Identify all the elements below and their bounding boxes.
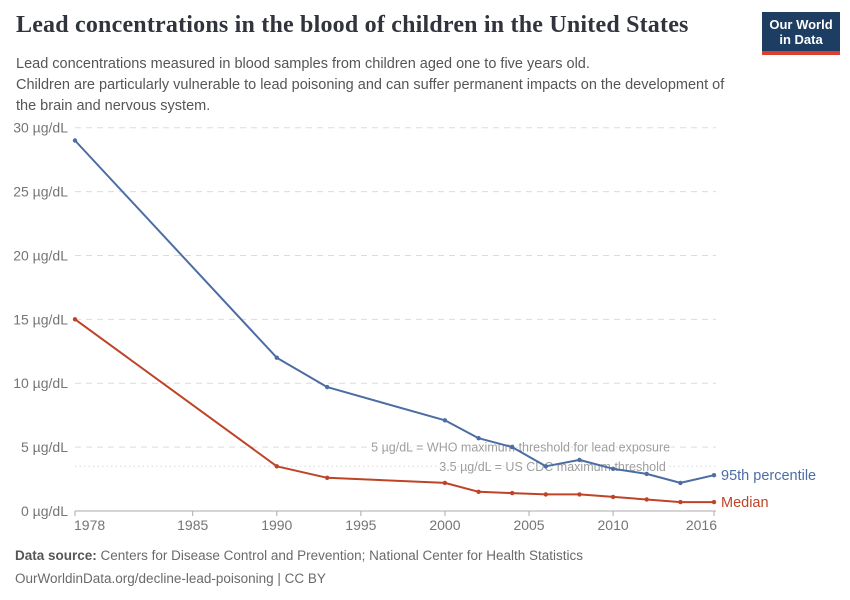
series-line-median [74, 318, 714, 504]
data-point-median [678, 499, 683, 505]
x-axis-tick-label: 2000 [429, 517, 460, 533]
x-axis-tick-label: 2010 [598, 517, 629, 533]
y-axis-tick-label: 25 µg/dL [13, 184, 68, 200]
data-point-95th-percentile [678, 480, 683, 486]
threshold-annotation: 3.5 µg/dL = US CDC maximum threshold [439, 460, 666, 474]
data-point-median [274, 464, 279, 469]
line-chart: 0 µg/dL 5 µg/dL 10 µg/dL 15 µg/dL 20 µg/dL 25… [13, 120, 816, 533]
chart-footer: Data source: Centers for Disease Control… [15, 544, 583, 590]
data-point-95th-percentile [325, 384, 330, 390]
data-point-95th-percentile [711, 473, 717, 478]
data-point-median [644, 497, 649, 502]
data-source-line: Data source: Centers for Disease Control… [15, 544, 583, 567]
logo-line2: in Data [779, 32, 823, 47]
owid-logo: Our World in Data [762, 12, 840, 55]
series-line-95th-percentile [74, 139, 715, 484]
series-label-median: Median [721, 495, 769, 511]
data-point-median [72, 317, 78, 322]
data-point-95th-percentile [644, 471, 649, 477]
x-axis-tick-label: 2005 [513, 517, 544, 533]
y-axis-tick-label: 15 µg/dL [13, 311, 68, 327]
owid-logo-text: Our World in Data [762, 12, 840, 51]
data-point-median [510, 490, 515, 496]
x-axis-tick-label: 1995 [345, 517, 376, 533]
data-point-95th-percentile [72, 138, 78, 143]
x-axis-tick-label: 1985 [177, 517, 208, 533]
data-point-95th-percentile [577, 457, 582, 463]
data-point-95th-percentile [543, 464, 548, 469]
y-axis-tick-label: 5 µg/dL [21, 439, 68, 455]
data-point-median [610, 494, 616, 500]
y-axis-tick-label: 10 µg/dL [13, 375, 68, 391]
series-label-95th-percentile: 95th percentile [721, 468, 816, 484]
citation-line: OurWorldinData.org/decline-lead-poisonin… [15, 571, 326, 586]
data-point-median [711, 499, 717, 505]
data-source-label: Data source: [15, 548, 97, 563]
data-point-median [442, 480, 448, 486]
data-source-text: Centers for Disease Control and Preventi… [100, 548, 584, 563]
data-point-95th-percentile [610, 466, 616, 471]
subtitle-line-2: Children are particularly vulnerable to … [16, 77, 725, 93]
data-point-95th-percentile [274, 355, 279, 360]
y-axis-tick-label: 20 µg/dL [13, 247, 68, 263]
x-axis-tick-label: 1990 [261, 517, 292, 533]
data-point-95th-percentile [476, 436, 481, 441]
data-point-median [577, 492, 582, 497]
x-axis-tick-label: 1978 [74, 517, 105, 533]
data-point-95th-percentile [442, 418, 448, 423]
subtitle-line-3: the brain and nervous system. [16, 98, 211, 114]
subtitle-line-1: Lead concentrations measured in blood sa… [16, 56, 590, 72]
threshold-annotation: 5 µg/dL = WHO maximum threshold for lead… [371, 441, 670, 455]
page-title: Lead concentrations in the blood of chil… [16, 12, 689, 38]
logo-red-bar [762, 51, 840, 55]
y-axis-tick-label: 0 µg/dL [21, 503, 68, 519]
logo-line1: Our World [769, 17, 833, 32]
data-point-median [476, 489, 481, 494]
chart-subtitle: Lead concentrations measured in blood sa… [16, 54, 724, 117]
data-point-95th-percentile [510, 444, 515, 450]
x-axis-tick-label: 2016 [686, 517, 717, 533]
data-point-median [325, 475, 330, 480]
data-point-median [543, 492, 548, 497]
y-axis-tick-label: 30 µg/dL [13, 120, 68, 136]
